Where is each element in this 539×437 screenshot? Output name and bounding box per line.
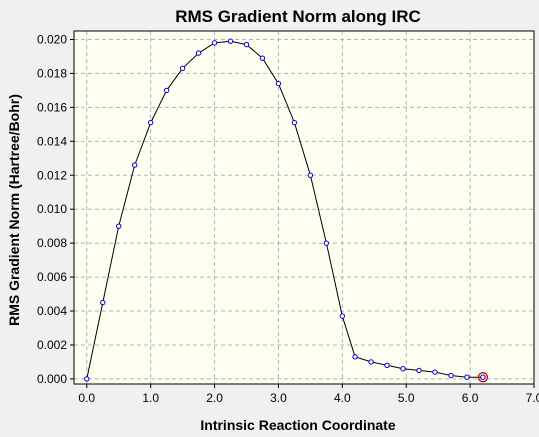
data-point — [259, 55, 266, 61]
data-point — [323, 240, 330, 246]
data-point — [84, 376, 90, 382]
data-point — [384, 362, 390, 369]
x-tick-label: 2.0 — [206, 391, 223, 405]
data-point — [275, 80, 282, 87]
data-point — [243, 41, 250, 48]
y-tick-label: 0.010 — [37, 202, 67, 216]
plot-frame — [73, 30, 535, 385]
y-tick-label: 0.012 — [37, 168, 67, 182]
data-point — [131, 162, 138, 168]
y-tick-label: 0.000 — [37, 372, 67, 386]
y-tick-label: 0.008 — [37, 236, 67, 250]
chart-title: RMS Gradient Norm along IRC — [175, 7, 421, 26]
x-tick-label: 6.0 — [462, 391, 479, 405]
data-point — [339, 313, 346, 319]
data-point — [116, 223, 122, 229]
data-point — [195, 50, 202, 56]
data-point — [352, 354, 358, 360]
y-tick-label: 0.020 — [37, 32, 67, 46]
data-point — [100, 299, 106, 306]
axes: 0.0 1.0 2.0 3.0 4.0 5.0 6.0 7.0 0.000 0.002 0.004 0… — [37, 30, 539, 405]
x-tick-label: 3.0 — [270, 391, 287, 405]
data-point — [416, 367, 422, 374]
x-tick-label: 4.0 — [334, 391, 351, 405]
x-tick-label: 0.0 — [78, 391, 95, 405]
y-tick-label: 0.006 — [37, 270, 67, 284]
grid — [74, 31, 535, 384]
x-tick-label: 7.0 — [526, 391, 539, 405]
data-point — [464, 374, 470, 380]
data-point — [227, 38, 234, 44]
data-point — [480, 374, 486, 380]
data-point — [368, 359, 374, 365]
data-point — [179, 65, 186, 72]
y-tick-label: 0.004 — [37, 304, 67, 318]
y-tick-label: 0.014 — [37, 134, 67, 148]
y-tick-label: 0.002 — [37, 338, 67, 352]
data-point — [211, 40, 218, 46]
plot-area — [74, 31, 534, 384]
data-point — [448, 372, 454, 379]
x-tick-label: 5.0 — [398, 391, 415, 405]
highlight-marker — [477, 372, 489, 383]
data-point — [163, 87, 170, 94]
y-tick-label: 0.016 — [37, 100, 67, 114]
data-point — [432, 369, 438, 375]
data-point — [307, 172, 314, 178]
data-point — [291, 119, 298, 126]
y-tick-label: 0.018 — [37, 66, 67, 80]
data-point — [400, 366, 406, 372]
x-axis-title: Intrinsic Reaction Coordinate — [200, 417, 395, 433]
y-axis-title: RMS Gradient Norm (Hartree/Bohr) — [6, 94, 22, 326]
x-tick-label: 1.0 — [142, 391, 159, 405]
series — [84, 38, 489, 383]
data-point — [147, 119, 154, 126]
